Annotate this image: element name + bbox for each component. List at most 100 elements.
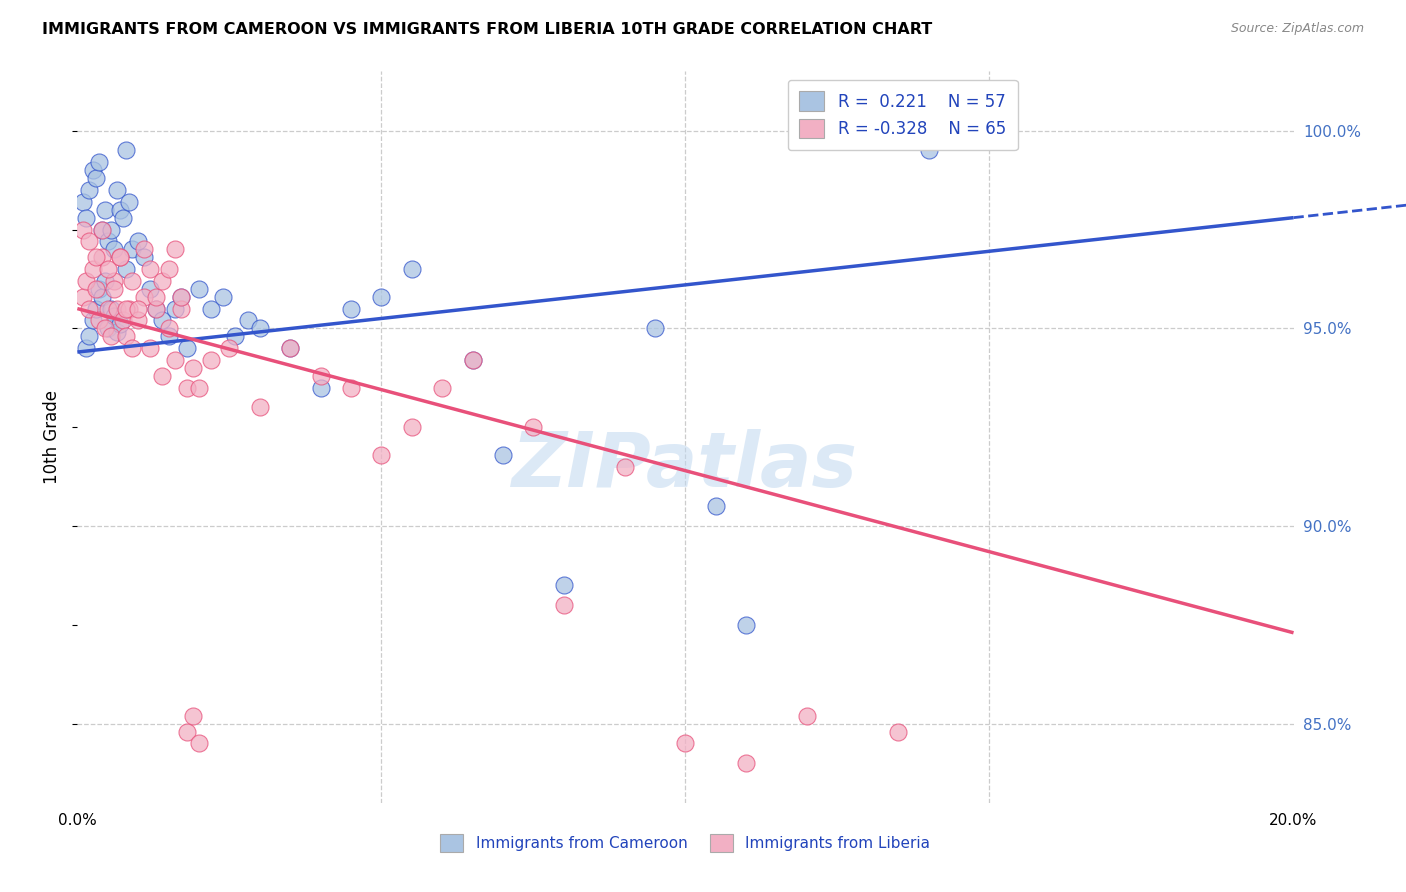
Point [87, 282, 110, 296]
Point [170, 290, 193, 304]
Point [163, 301, 186, 316]
Point [97, 262, 120, 277]
Point [918, 144, 941, 158]
Point [188, 381, 211, 395]
Point [170, 290, 193, 304]
Point [401, 420, 423, 434]
Text: Source: ZipAtlas.com: Source: ZipAtlas.com [1230, 22, 1364, 36]
Point [121, 341, 143, 355]
Point [522, 420, 544, 434]
Point [181, 360, 204, 375]
Text: IMMIGRANTS FROM CAMEROON VS IMMIGRANTS FROM LIBERIA 10TH GRADE CORRELATION CHART: IMMIGRANTS FROM CAMEROON VS IMMIGRANTS F… [42, 22, 932, 37]
Point [84, 282, 107, 296]
Point [134, 250, 156, 264]
Point [105, 183, 128, 197]
Point [176, 381, 198, 395]
Point [461, 353, 484, 368]
Point [100, 222, 122, 236]
Text: ZIPatlas: ZIPatlas [512, 429, 859, 503]
Point [157, 262, 180, 277]
Point [127, 301, 149, 316]
Point [370, 448, 392, 462]
Point [212, 290, 235, 304]
Point [121, 242, 143, 256]
Point [176, 341, 198, 355]
Point [157, 321, 180, 335]
Point [82, 262, 104, 277]
Point [553, 578, 575, 592]
Point [188, 282, 211, 296]
Point [340, 301, 363, 316]
Point [134, 242, 156, 256]
Legend: Immigrants from Cameroon, Immigrants from Liberia: Immigrants from Cameroon, Immigrants fro… [432, 825, 939, 861]
Point [127, 235, 149, 249]
Point [115, 301, 138, 316]
Point [108, 202, 131, 217]
Point [145, 290, 167, 304]
Point [105, 301, 128, 316]
Point [97, 235, 120, 249]
Point [249, 321, 271, 335]
Point [90, 290, 112, 304]
Point [79, 329, 101, 343]
Point [127, 313, 149, 327]
Point [72, 194, 94, 209]
Point [675, 737, 697, 751]
Point [87, 155, 110, 169]
Point [218, 341, 240, 355]
Point [134, 290, 156, 304]
Point [735, 618, 758, 632]
Point [163, 353, 186, 368]
Point [278, 341, 301, 355]
Point [93, 274, 115, 288]
Point [100, 301, 122, 316]
Point [224, 329, 246, 343]
Point [87, 313, 110, 327]
Point [613, 459, 636, 474]
Point [553, 598, 575, 612]
Point [118, 301, 141, 316]
Point [105, 326, 128, 340]
Point [115, 144, 138, 158]
Point [93, 321, 115, 335]
Point [152, 274, 174, 288]
Point [108, 250, 131, 264]
Point [118, 194, 141, 209]
Point [79, 301, 101, 316]
Point [401, 262, 423, 277]
Point [176, 724, 198, 739]
Point [492, 448, 515, 462]
Point [93, 202, 115, 217]
Point [84, 301, 107, 316]
Point [97, 301, 120, 316]
Point [236, 313, 259, 327]
Point [139, 282, 162, 296]
Point [108, 318, 131, 332]
Y-axis label: 10th Grade: 10th Grade [44, 390, 62, 484]
Point [75, 341, 97, 355]
Point [461, 353, 484, 368]
Point [121, 274, 143, 288]
Point [103, 310, 125, 324]
Point [152, 368, 174, 383]
Point [84, 250, 107, 264]
Point [82, 313, 104, 327]
Point [75, 211, 97, 225]
Point [103, 274, 125, 288]
Point [79, 183, 101, 197]
Point [430, 381, 453, 395]
Point [188, 737, 211, 751]
Point [152, 313, 174, 327]
Point [79, 235, 101, 249]
Point [200, 301, 222, 316]
Point [90, 250, 112, 264]
Point [796, 708, 818, 723]
Point [887, 724, 910, 739]
Point [644, 321, 666, 335]
Point [115, 262, 138, 277]
Point [111, 313, 134, 327]
Point [278, 341, 301, 355]
Point [111, 211, 134, 225]
Point [97, 321, 120, 335]
Point [157, 329, 180, 343]
